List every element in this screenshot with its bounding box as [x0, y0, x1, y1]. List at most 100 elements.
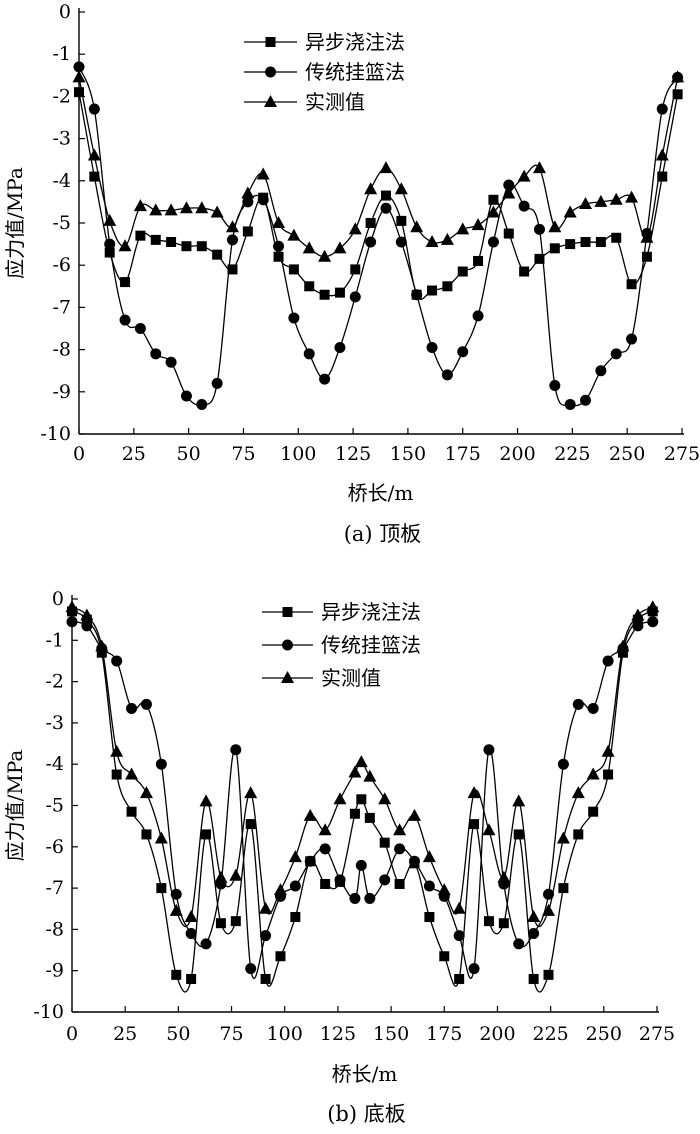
data-point — [211, 377, 223, 389]
data-point — [512, 794, 526, 807]
x-axis-title: 桥长/m — [332, 1062, 398, 1086]
series-line — [78, 92, 679, 300]
series-circle — [73, 61, 684, 410]
data-point — [199, 794, 213, 807]
data-point — [442, 281, 453, 292]
series-square — [74, 87, 683, 300]
x-tick-label: 200 — [479, 1023, 515, 1045]
data-point — [196, 241, 207, 252]
data-point — [616, 639, 630, 652]
legend-marker — [282, 639, 293, 651]
data-point — [543, 969, 554, 980]
data-point — [318, 249, 332, 262]
data-point — [488, 194, 499, 205]
legend-label: 实测值 — [305, 90, 365, 114]
data-point — [363, 769, 377, 782]
data-point — [486, 205, 500, 218]
data-point — [558, 883, 569, 894]
data-point — [671, 70, 685, 83]
data-point — [422, 850, 436, 863]
data-point — [104, 247, 115, 258]
data-point — [196, 398, 208, 410]
data-point — [580, 236, 591, 247]
data-point — [625, 190, 639, 203]
y-axis-title: 应力值/MPa — [3, 167, 27, 279]
data-point — [245, 819, 256, 830]
x-tick-label: 150 — [373, 1023, 409, 1045]
data-point — [483, 744, 495, 756]
data-point — [230, 916, 241, 927]
data-point — [482, 823, 496, 836]
data-point — [548, 220, 562, 233]
y-tick-label: -9 — [52, 381, 71, 403]
legend-marker — [281, 671, 294, 683]
y-tick-label: -6 — [45, 836, 64, 858]
x-tick-label: 75 — [231, 443, 255, 465]
data-point — [319, 289, 330, 300]
data-point — [517, 169, 531, 182]
data-point — [471, 218, 485, 231]
data-point — [365, 218, 376, 228]
data-point — [557, 758, 569, 770]
panel-caption: (b) 底板 — [327, 1102, 406, 1126]
data-point — [170, 888, 182, 900]
data-point — [125, 767, 139, 780]
data-point — [256, 167, 270, 180]
data-point — [210, 205, 224, 218]
x-tick-label: 250 — [586, 1023, 622, 1045]
y-tick-label: -4 — [45, 753, 64, 775]
data-point — [74, 87, 84, 98]
data-point — [473, 255, 484, 266]
data-point — [527, 910, 541, 923]
data-point — [513, 938, 525, 950]
data-point — [195, 201, 209, 214]
data-point — [457, 266, 468, 277]
x-axis-title: 桥长/m — [348, 481, 414, 505]
data-point — [641, 251, 652, 262]
data-point — [215, 918, 226, 929]
y-tick-label: -6 — [52, 254, 71, 276]
data-point — [80, 608, 94, 621]
data-point — [72, 70, 86, 83]
x-tick-label: 175 — [445, 443, 481, 465]
data-point — [87, 148, 101, 161]
y-tick-label: -8 — [45, 918, 64, 940]
data-point — [355, 859, 367, 871]
data-point — [126, 702, 138, 714]
data-point — [289, 880, 301, 892]
data-point — [498, 918, 509, 929]
data-point — [483, 916, 494, 927]
data-point — [528, 928, 540, 940]
data-point — [260, 973, 271, 984]
x-tick-label: 225 — [554, 443, 590, 465]
data-point — [227, 264, 238, 275]
data-point — [467, 786, 481, 799]
data-point — [179, 201, 193, 214]
series-line — [78, 77, 679, 258]
data-point — [166, 236, 177, 247]
data-point — [229, 868, 243, 881]
legend-marker — [282, 607, 293, 617]
data-point — [272, 216, 286, 228]
data-point — [139, 786, 153, 799]
data-point — [354, 755, 368, 768]
data-point — [89, 171, 100, 182]
data-point — [66, 616, 78, 628]
data-point — [595, 236, 606, 247]
x-tick-label: 175 — [426, 1023, 462, 1045]
x-tick-label: 25 — [122, 443, 146, 465]
data-point — [186, 973, 197, 984]
y-tick-label: -10 — [40, 423, 71, 445]
data-point — [656, 103, 668, 115]
data-point — [334, 287, 345, 298]
data-point — [378, 792, 392, 805]
legend-label: 实测值 — [321, 666, 381, 690]
data-point — [408, 855, 420, 867]
data-point — [334, 874, 346, 886]
data-point — [273, 251, 284, 262]
data-point — [534, 253, 545, 264]
data-point — [244, 786, 258, 799]
data-point — [184, 910, 198, 923]
data-point — [319, 373, 331, 385]
y-tick-label: 0 — [59, 1, 71, 23]
